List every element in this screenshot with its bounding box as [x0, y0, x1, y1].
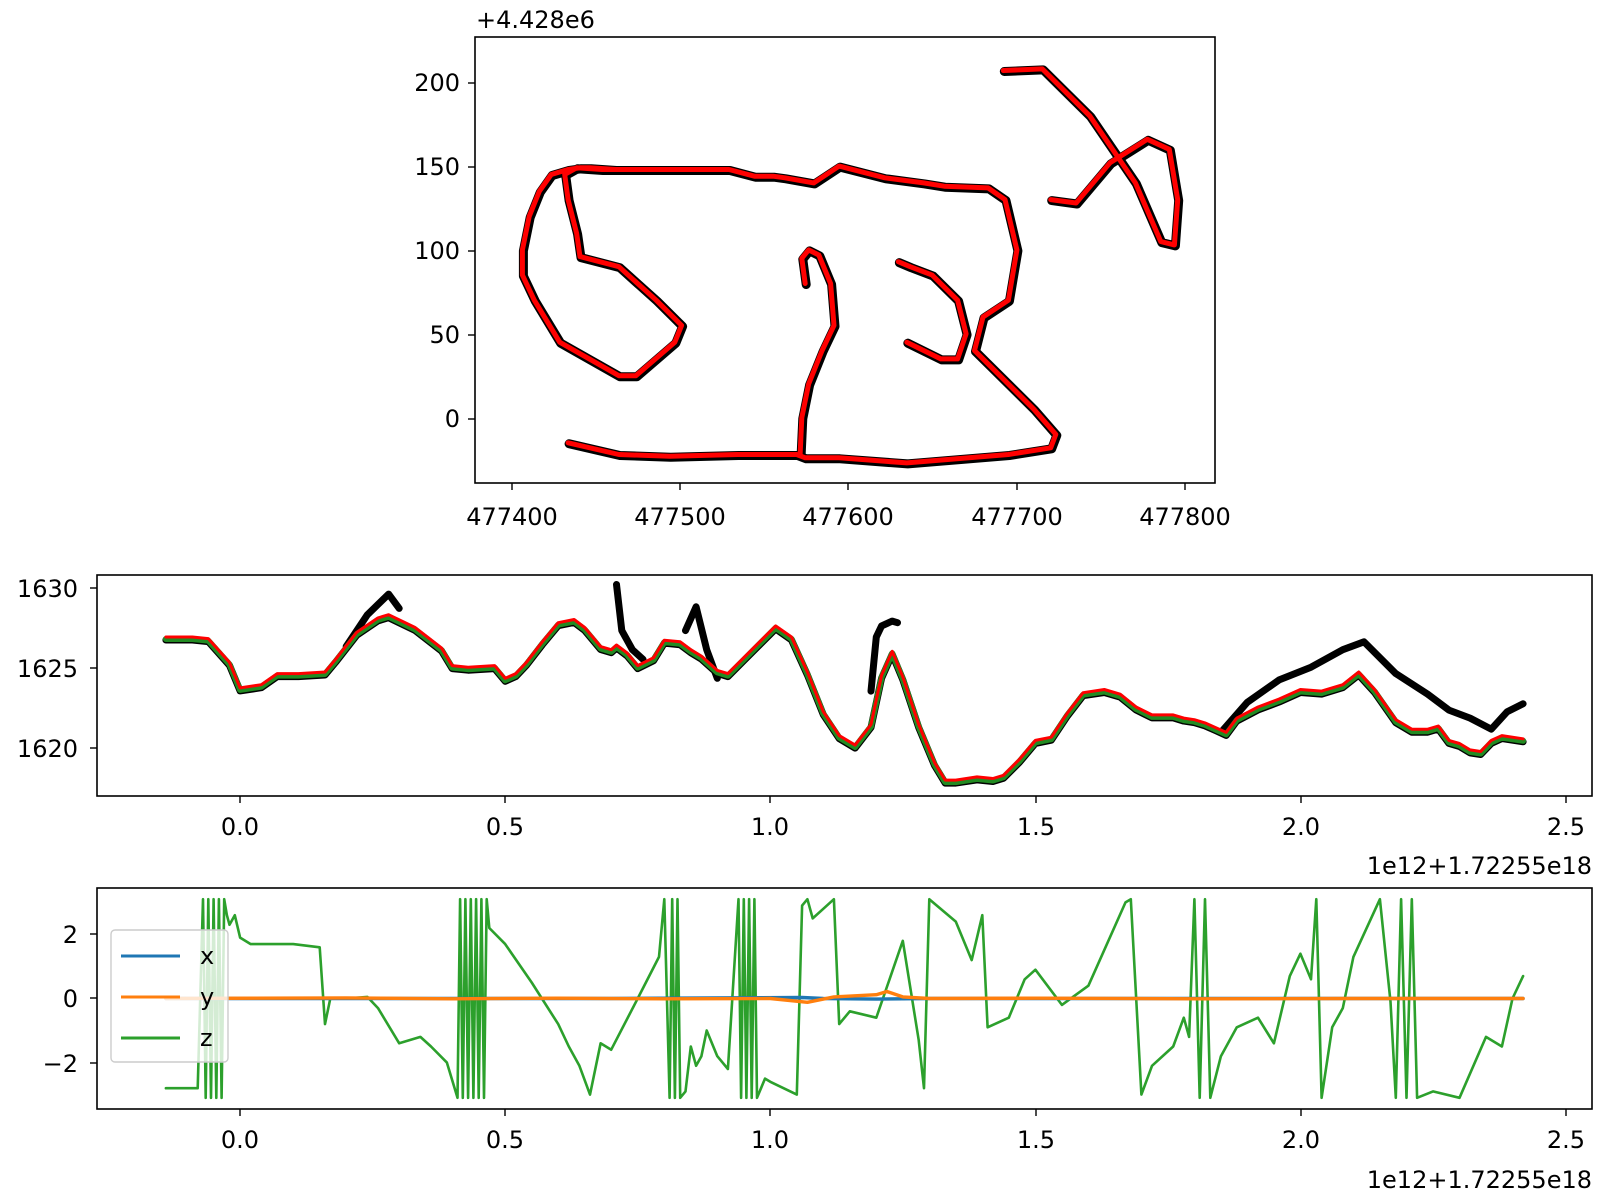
x-tick-label: 0.5	[486, 813, 524, 841]
altitude-smooth-line	[162, 613, 1527, 786]
altitude-estimate-line	[164, 613, 1525, 782]
trajectory-plot-lines	[518, 65, 1184, 469]
x-tick-label: 1.5	[1017, 813, 1055, 841]
y-tick-label: 1630	[17, 575, 78, 603]
x-tick-label: 2.0	[1282, 813, 1320, 841]
altitude-x-axis: 0.0 0.5 1.0 1.5 2.0 2.5 1e12+1.72255e18	[221, 796, 1592, 880]
x-tick-label: 477800	[1139, 503, 1231, 531]
x-tick-label: 477400	[466, 503, 558, 531]
trajectory-estimate-line-1	[797, 247, 837, 457]
y-tick-label: 0	[63, 985, 78, 1013]
altitude-plot-lines	[162, 581, 1527, 787]
altitude-reference-excursion-1	[613, 581, 647, 663]
orientation-x-axis: 0.0 0.5 1.0 1.5 2.0 2.5 1e12+1.72255e18	[221, 1109, 1592, 1194]
x-tick-label: 477500	[634, 503, 726, 531]
legend: x y z	[110, 929, 229, 1063]
altitude-reference-line	[162, 614, 1527, 787]
altitude-panel: 0.0 0.5 1.0 1.5 2.0 2.5 1e12+1.72255e18 …	[17, 574, 1593, 880]
x-tick-label: 1.0	[751, 1126, 789, 1154]
trajectory-reference-line-0	[518, 162, 1062, 469]
y-tick-label: 1620	[17, 735, 78, 763]
trajectory-estimate-line-2	[1000, 66, 1181, 248]
trajectory-x-axis: 477400 477500 477600 477700 477800	[466, 483, 1231, 531]
y-tick-label: 100	[414, 237, 460, 265]
y-tick-label: 2	[63, 921, 78, 949]
y-tick-label: 50	[429, 321, 460, 349]
series-y-line	[164, 989, 1525, 1004]
x-tick-label: 1.5	[1017, 1126, 1055, 1154]
orientation-plot-lines	[164, 897, 1525, 1100]
x-offset-label: 1e12+1.72255e18	[1367, 852, 1592, 880]
trajectory-y-axis: 0 50 100 150 200	[414, 69, 475, 433]
x-tick-label: 2.5	[1547, 813, 1585, 841]
altitude-reference-excursion-3	[867, 617, 901, 695]
legend-label-x: x	[200, 942, 214, 970]
x-tick-label: 1.0	[751, 813, 789, 841]
trajectory-estimate-line-3	[895, 259, 969, 362]
legend-label-z: z	[200, 1024, 213, 1052]
trajectory-panel: 477400 477500 477600 477700 477800 0 50 …	[414, 6, 1231, 531]
y-tick-label: 150	[414, 153, 460, 181]
altitude-plot-area	[96, 574, 1593, 797]
altitude-reference-excursion-4	[1217, 638, 1527, 736]
y-tick-label: 0	[445, 405, 460, 433]
trajectory-plot-area	[474, 36, 1216, 484]
altitude-y-axis: 1620 1625 1630	[17, 575, 97, 763]
y-offset-label: +4.428e6	[476, 6, 595, 34]
y-tick-label: −2	[43, 1050, 78, 1078]
y-tick-label: 1625	[17, 655, 78, 683]
x-tick-label: 2.5	[1547, 1126, 1585, 1154]
orientation-y-axis: −2 0 2	[43, 921, 97, 1078]
x-tick-label: 0.5	[486, 1126, 524, 1154]
orientation-panel: 0.0 0.5 1.0 1.5 2.0 2.5 1e12+1.72255e18 …	[43, 887, 1593, 1194]
trajectory-estimate-line-0	[519, 163, 1059, 466]
x-tick-label: 0.0	[221, 1126, 259, 1154]
x-tick-label: 0.0	[221, 813, 259, 841]
legend-label-y: y	[200, 983, 214, 1011]
x-tick-label: 477700	[971, 503, 1063, 531]
x-tick-label: 477600	[802, 503, 894, 531]
x-offset-label: 1e12+1.72255e18	[1367, 1166, 1592, 1194]
x-tick-label: 2.0	[1282, 1126, 1320, 1154]
y-tick-label: 200	[414, 69, 460, 97]
